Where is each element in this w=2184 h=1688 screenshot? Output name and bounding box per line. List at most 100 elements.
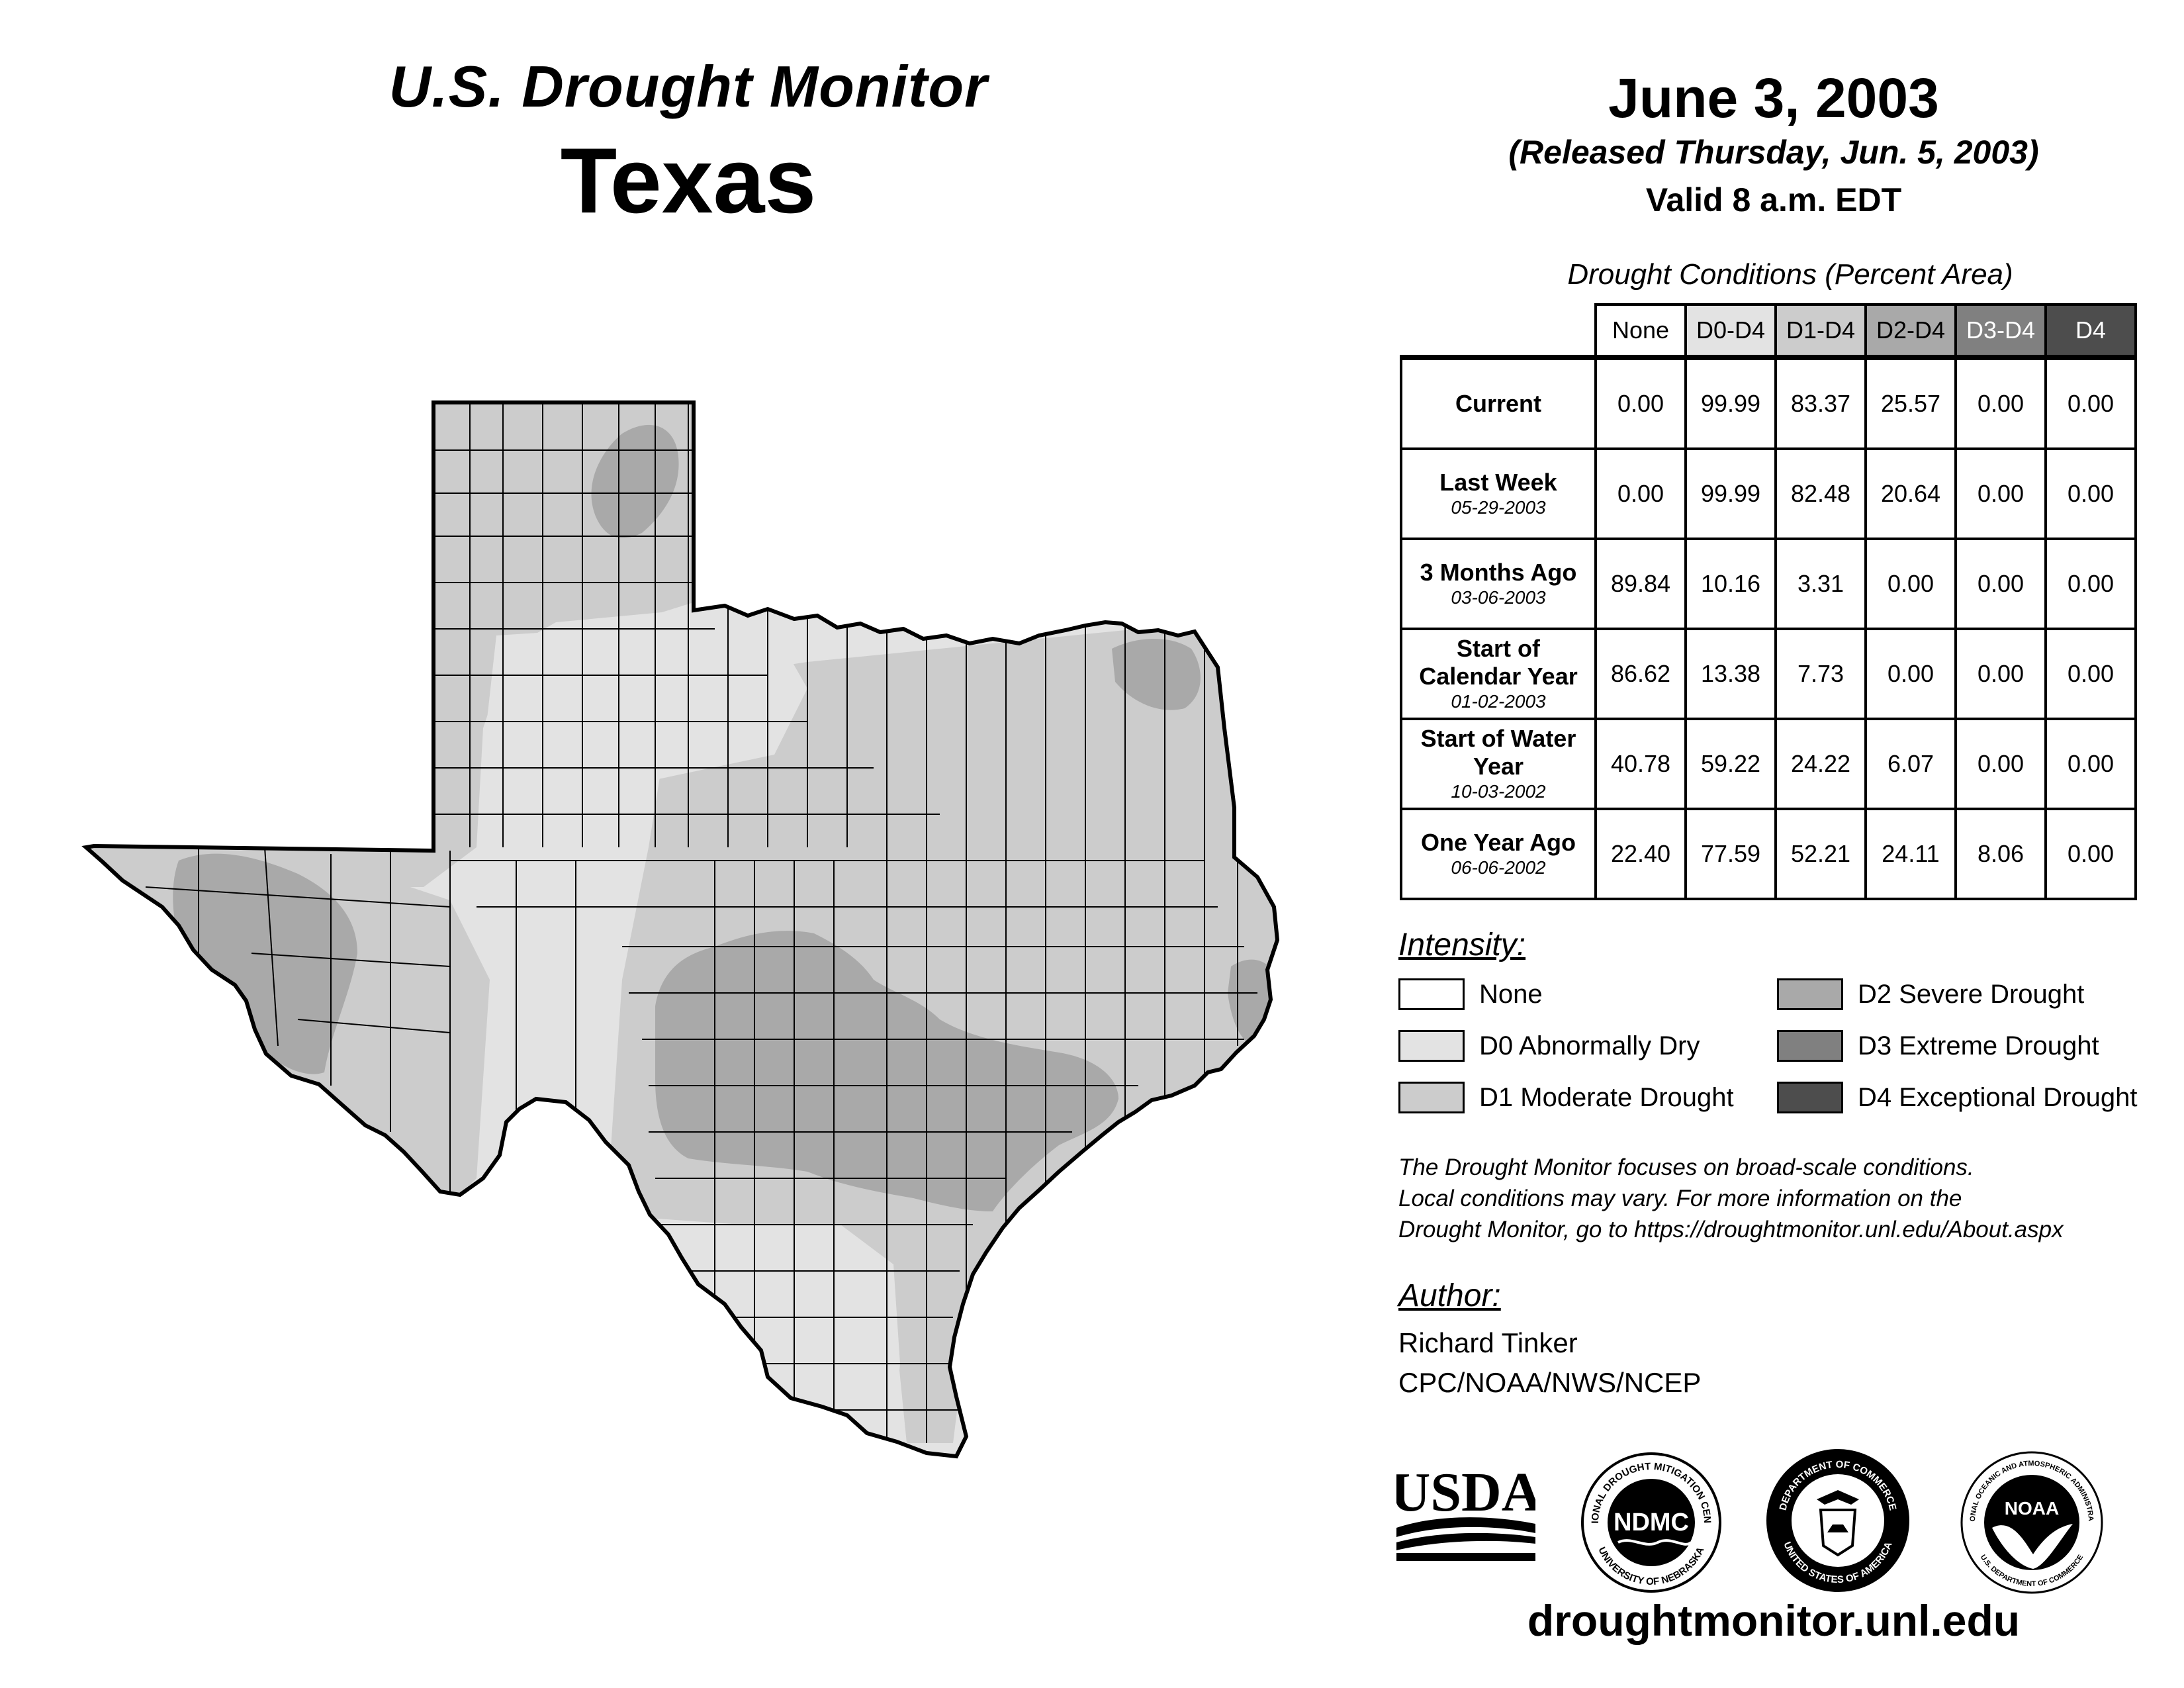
row-label: One Year Ago 06-06-2002 [1400, 808, 1597, 900]
doc-inner-disc [1792, 1474, 1884, 1567]
table-cell: 0.00 [1864, 538, 1957, 630]
table-cell: 0.00 [1954, 538, 2047, 630]
table-cell: 25.57 [1864, 355, 1957, 450]
col-header-d3-d4: D3-D4 [1954, 303, 2047, 359]
table-cell: 52.21 [1774, 808, 1867, 900]
ndmc-outer-ring [1581, 1452, 1721, 1593]
table-caption: Drought Conditions (Percent Area) [1567, 258, 2013, 291]
legend-heading: Intensity: [1398, 927, 1526, 962]
eagle-icon [1817, 1490, 1859, 1505]
legend-item-d4: D4 Exceptional Drought [1777, 1082, 2137, 1113]
title-block: U.S. Drought Monitor Texas [218, 53, 1158, 234]
table-row: Current 0.00 99.99 83.37 25.57 0.00 0.00 [1400, 355, 2137, 450]
legend-label: D4 Exceptional Drought [1858, 1082, 2138, 1112]
table-cell: 7.73 [1774, 628, 1867, 720]
table-cell: 10.16 [1684, 538, 1777, 630]
table-cell: 0.00 [2044, 447, 2137, 540]
table-cell: 0.00 [1594, 447, 1687, 540]
legend-swatch [1777, 978, 1843, 1010]
table-header-row: None D0-D4 D1-D4 D2-D4 D3-D4 D4 [1401, 303, 2137, 359]
legend-label: None [1479, 979, 1543, 1009]
table-corner [1401, 305, 1596, 357]
col-header-d1-d4: D1-D4 [1774, 303, 1867, 359]
table-cell: 0.00 [2044, 628, 2137, 720]
table-row: One Year Ago 06-06-2002 22.40 77.59 52.21… [1400, 808, 2137, 900]
col-header-d2-d4: D2-D4 [1864, 303, 1957, 359]
release-date: (Released Thursday, Jun. 5, 2003) [1508, 134, 2039, 171]
table-cell: 0.00 [2044, 718, 2137, 810]
table-cell: 99.99 [1684, 447, 1777, 540]
row-label-text: Start of Calendar Year [1419, 635, 1578, 690]
row-date: 05-29-2003 [1451, 497, 1546, 518]
usda-bar [1396, 1553, 1535, 1561]
noaa-outer-ring [1960, 1451, 2103, 1594]
texas-drought-map [79, 384, 1310, 1549]
legend-item-d1: D1 Moderate Drought [1398, 1082, 1734, 1113]
table-row: Last Week 05-29-2003 0.00 99.99 82.48 20.… [1400, 447, 2137, 540]
table-cell: 13.38 [1684, 628, 1777, 720]
author-heading: Author: [1398, 1278, 1501, 1313]
noaa-bird-icon [1992, 1524, 2073, 1569]
website-url[interactable]: droughtmonitor.unl.edu [1527, 1596, 2021, 1645]
row-label-text: One Year Ago [1420, 829, 1576, 856]
author-org: CPC/NOAA/NWS/NCEP [1398, 1367, 1702, 1398]
legend-label: D2 Severe Drought [1858, 979, 2085, 1009]
row-date: 03-06-2003 [1451, 587, 1546, 608]
row-label: Start of Calendar Year 01-02-2003 [1400, 628, 1597, 720]
usda-logo-text: USDA [1396, 1463, 1535, 1523]
table-cell: 99.99 [1684, 355, 1777, 450]
table-cell: 0.00 [2044, 538, 2137, 630]
table-cell: 0.00 [1954, 447, 2047, 540]
legend-item-d2: D2 Severe Drought [1777, 978, 2084, 1010]
table-cell: 6.07 [1864, 718, 1957, 810]
legend-label: D0 Abnormally Dry [1479, 1031, 1700, 1060]
legend-label: D1 Moderate Drought [1479, 1082, 1734, 1112]
legend-swatch [1398, 978, 1465, 1010]
col-header-none: None [1594, 303, 1687, 359]
disclaimer: The Drought Monitor focuses on broad-sca… [1398, 1152, 2173, 1245]
county-lines-panhandle [433, 402, 940, 847]
monitor-title: U.S. Drought Monitor [388, 54, 988, 119]
state-title: Texas [560, 128, 817, 232]
table-cell: 0.00 [1954, 718, 2047, 810]
legend-item-none: None [1398, 978, 1543, 1010]
map-date: June 3, 2003 [1608, 67, 1939, 129]
ndmc-wave [1617, 1539, 1692, 1546]
usda-swoosh-2 [1396, 1532, 1535, 1550]
table-cell: 77.59 [1684, 808, 1777, 900]
table-row: 3 Months Ago 03-06-2003 89.84 10.16 3.31 … [1400, 538, 2137, 630]
row-date: 06-06-2002 [1451, 857, 1546, 878]
author-name: Richard Tinker [1398, 1327, 1578, 1358]
row-label-text: Start of Water Year [1420, 725, 1576, 780]
table-cell: 0.00 [2044, 355, 2137, 450]
disclaimer-line: Local conditions may vary. For more info… [1398, 1186, 1962, 1211]
row-label-text: Last Week [1439, 469, 1557, 496]
table-cell: 86.62 [1594, 628, 1687, 720]
table-cell: 24.22 [1774, 718, 1867, 810]
legend-swatch [1777, 1082, 1843, 1113]
doc-logo: DEPARTMENT OF COMMERCE UNITED STATES OF … [1766, 1449, 1909, 1592]
row-label-text: Current [1455, 390, 1541, 417]
col-header-d4: D4 [2044, 303, 2137, 359]
table-cell: 3.31 [1774, 538, 1867, 630]
table-row: Start of Water Year 10-03-2002 40.78 59.2… [1400, 718, 2137, 810]
table-cell: 0.00 [1594, 355, 1687, 450]
legend-swatch [1398, 1030, 1465, 1062]
area-d2-north-panhandle [591, 424, 679, 538]
table-cell: 0.00 [2044, 808, 2137, 900]
legend-swatch [1777, 1030, 1843, 1062]
table-cell: 20.64 [1864, 447, 1957, 540]
drought-stats-table: None D0-D4 D1-D4 D2-D4 D3-D4 D4 Current … [1400, 303, 2137, 900]
ndmc-logo: NATIONAL DROUGHT MITIGATION CENTER UNIVE… [1578, 1450, 1721, 1593]
table-cell: 82.48 [1774, 447, 1867, 540]
table-cell: 24.11 [1864, 808, 1957, 900]
table-cell: 89.84 [1594, 538, 1687, 630]
row-date: 01-02-2003 [1451, 691, 1546, 712]
legend-label: D3 Extreme Drought [1858, 1031, 2099, 1060]
area-d2-far-west [173, 853, 357, 1074]
legend-item-d0: D0 Abnormally Dry [1398, 1030, 1700, 1062]
county-grid [145, 402, 1257, 1443]
noaa-logo: NATIONAL OCEANIC AND ATMOSPHERIC ADMINIS… [1959, 1450, 2103, 1594]
table-cell: 22.40 [1594, 808, 1687, 900]
row-label: 3 Months Ago 03-06-2003 [1400, 538, 1597, 630]
